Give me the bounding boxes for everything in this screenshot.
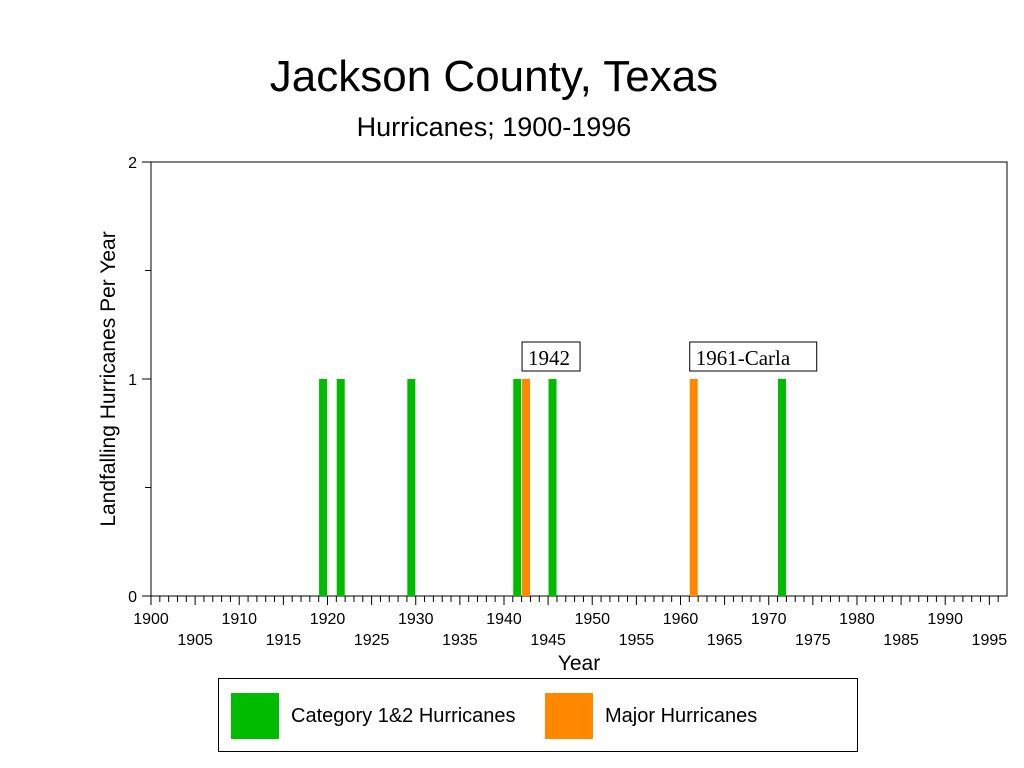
- bar-category-1-2: [548, 379, 557, 596]
- x-tick-label: 1925: [354, 632, 390, 649]
- x-tick-label: 1900: [133, 611, 169, 628]
- chart-subtitle: Hurricanes; 1900-1996: [356, 112, 632, 142]
- bar-category-1-2: [407, 379, 416, 596]
- x-tick-label: 1910: [221, 611, 257, 628]
- x-tick-label: 1940: [486, 611, 522, 628]
- legend-label-major: Major Hurricanes: [605, 705, 758, 727]
- y-tick-label: 2: [128, 155, 137, 172]
- x-tick-label: 1995: [972, 632, 1008, 649]
- y-tick-label: 1: [128, 372, 137, 389]
- x-tick-label: 1950: [574, 611, 610, 628]
- annotation-box: [689, 341, 818, 372]
- bar-major: [522, 379, 531, 596]
- x-tick-label: 1975: [795, 632, 831, 649]
- bar-major: [689, 379, 698, 596]
- x-tick-label: 1980: [839, 611, 875, 628]
- bar-category-1-2: [777, 379, 786, 596]
- chart-plot: 1900 1905 1910 1915 1920 1925 1930 1935 1940 1945…: [97, 155, 1008, 675]
- x-tick-label: 1920: [310, 611, 346, 628]
- x-tick-label: 1930: [398, 611, 434, 628]
- x-tick-label: 1985: [883, 632, 919, 649]
- legend-swatch-major: [545, 693, 593, 739]
- x-tick-label: 1945: [530, 632, 566, 649]
- x-tick-label: 1955: [619, 632, 655, 649]
- legend-label-category-1-2: Category 1&2 Hurricanes: [291, 705, 516, 727]
- annotation-label: 1942: [528, 346, 570, 370]
- legend: Category 1&2 Hurricanes Major Hurricanes: [218, 678, 858, 752]
- y-tick-label: 0: [128, 589, 137, 606]
- x-tick-label: 1965: [707, 632, 743, 649]
- x-tick-label: 1970: [751, 611, 787, 628]
- chart-title: Jackson County, Texas: [269, 52, 719, 101]
- plot-area: [150, 161, 1008, 597]
- annotation-box: [521, 341, 581, 372]
- x-tick-label: 1960: [663, 611, 699, 628]
- x-tick-label: 1990: [927, 611, 963, 628]
- bar-category-1-2: [513, 379, 522, 596]
- y-axis-label: Landfalling Hurricanes Per Year: [97, 231, 120, 526]
- x-tick-label: 1915: [266, 632, 302, 649]
- x-tick-label: 1905: [177, 632, 213, 649]
- bar-category-1-2: [336, 379, 345, 596]
- x-axis-label: Year: [558, 652, 600, 675]
- x-tick-label: 1935: [442, 632, 478, 649]
- annotation-label: 1961-Carla: [696, 346, 791, 370]
- bar-category-1-2: [319, 379, 328, 596]
- legend-swatch-category-1-2: [231, 693, 279, 739]
